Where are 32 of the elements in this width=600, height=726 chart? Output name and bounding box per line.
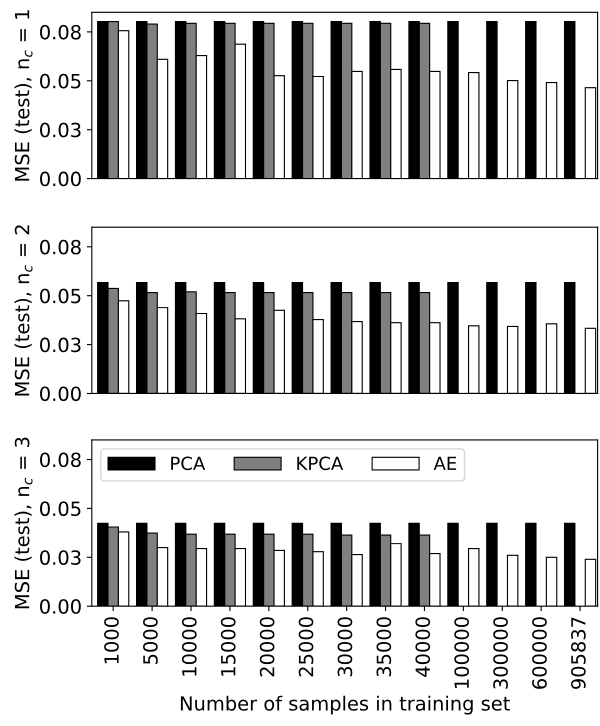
- x-tick-label: 5000: [143, 617, 158, 664]
- x-tick-label: 40000: [415, 617, 430, 677]
- x-tick-label: 1000: [104, 617, 119, 664]
- y-tick-label: 0.05: [40, 288, 80, 304]
- y-tick-label: 0.03: [40, 338, 81, 352]
- legend-label: PCA: [171, 456, 206, 470]
- x-tick-label: 600000: [532, 617, 547, 689]
- x-tick-label: 10000: [182, 617, 197, 676]
- legend-label: KPCA: [297, 456, 344, 470]
- x-tick-label: 100000: [454, 617, 470, 688]
- x-tick-label: 300000: [493, 617, 508, 689]
- y-axis-title: MSE (test), n$_{c}$ = 2: [14, 225, 33, 396]
- y-tick-label: 0.08: [40, 452, 81, 468]
- y-tick-label: 0.08: [40, 24, 81, 40]
- legend-label: AE: [434, 456, 456, 470]
- x-tick-label: 20000: [260, 617, 274, 676]
- y-tick-label: 0.05: [40, 501, 80, 516]
- y-tick-label: 0.00: [40, 386, 81, 402]
- y-tick-label: 0.03: [40, 122, 81, 138]
- y-tick-label: 0.00: [40, 172, 81, 186]
- y-axis-title: MSE (test), n$_{c}$ = 1: [14, 10, 33, 181]
- y-tick-label: 0.08: [40, 240, 81, 254]
- y-tick-label: 0.00: [40, 599, 81, 614]
- x-tick-label: 25000: [298, 617, 314, 676]
- x-tick-label: 905837: [571, 618, 586, 689]
- x-tick-label: 15000: [220, 617, 236, 676]
- x-tick-label: 30000: [338, 617, 352, 676]
- x-tick-label: 35000: [376, 617, 392, 676]
- y-tick-label: 0.05: [40, 74, 80, 88]
- x-axis-title: Number of samples in training set: [180, 696, 510, 715]
- y-axis-title: MSE (test), n$_{c}$ = 3: [14, 438, 33, 608]
- y-tick-label: 0.03: [40, 550, 81, 565]
